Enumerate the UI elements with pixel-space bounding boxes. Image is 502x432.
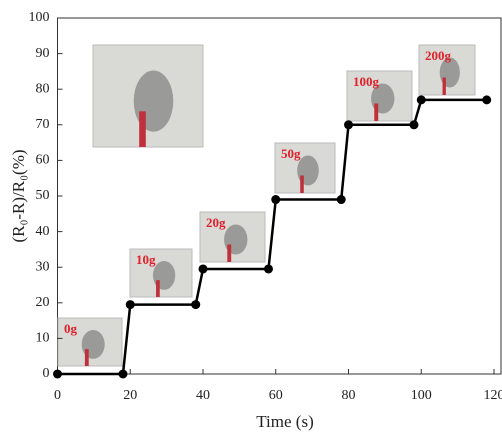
y-tick-label: 0: [43, 366, 50, 381]
photo-detail: [300, 175, 304, 193]
y-tick-label: 70: [36, 117, 50, 132]
x-tick-label: 60: [269, 388, 283, 403]
data-point: [336, 195, 346, 205]
x-tick-label: 120: [484, 388, 502, 403]
data-point: [198, 264, 208, 274]
photo-detail: [374, 103, 379, 121]
x-tick-label: 80: [342, 388, 356, 403]
y-axis-label: (R₀-R)/R₀(%): [9, 149, 28, 242]
x-tick-label: 100: [411, 388, 432, 403]
photo-detail: [139, 111, 146, 147]
data-point: [191, 300, 201, 310]
data-point: [118, 369, 128, 379]
data-point: [263, 264, 273, 274]
y-tick-label: 40: [36, 224, 50, 239]
photo-detail: [156, 280, 160, 297]
annotation: 20g: [206, 215, 226, 230]
annotation: 100g: [353, 74, 380, 89]
data-point: [344, 120, 353, 130]
data-point: [416, 95, 426, 105]
annotation: 10g: [136, 252, 156, 267]
y-tick-label: 20: [36, 295, 50, 310]
x-tick-label: 20: [123, 388, 137, 403]
photo-detail: [227, 244, 232, 262]
photo-detail: [442, 77, 446, 95]
data-point: [409, 120, 419, 130]
data-point: [482, 95, 492, 105]
y-tick-label: 10: [36, 331, 50, 346]
x-axis-label: Time (s): [256, 412, 313, 431]
annotation: 50g: [281, 146, 301, 161]
y-tick-label: 30: [36, 259, 50, 274]
data-point: [125, 300, 135, 310]
annotation: 0g: [64, 321, 78, 336]
y-tick-label: 100: [29, 10, 50, 25]
annotation: 200g: [425, 48, 452, 63]
data-point: [53, 369, 62, 379]
y-tick-label: 90: [36, 46, 50, 61]
y-tick-label: 60: [36, 153, 50, 168]
x-tick-label: 0: [54, 388, 61, 403]
y-tick-label: 80: [36, 81, 50, 96]
x-tick-label: 40: [196, 388, 210, 403]
y-tick-label: 50: [36, 188, 50, 203]
data-point: [271, 195, 281, 205]
photo-detail: [84, 349, 89, 366]
